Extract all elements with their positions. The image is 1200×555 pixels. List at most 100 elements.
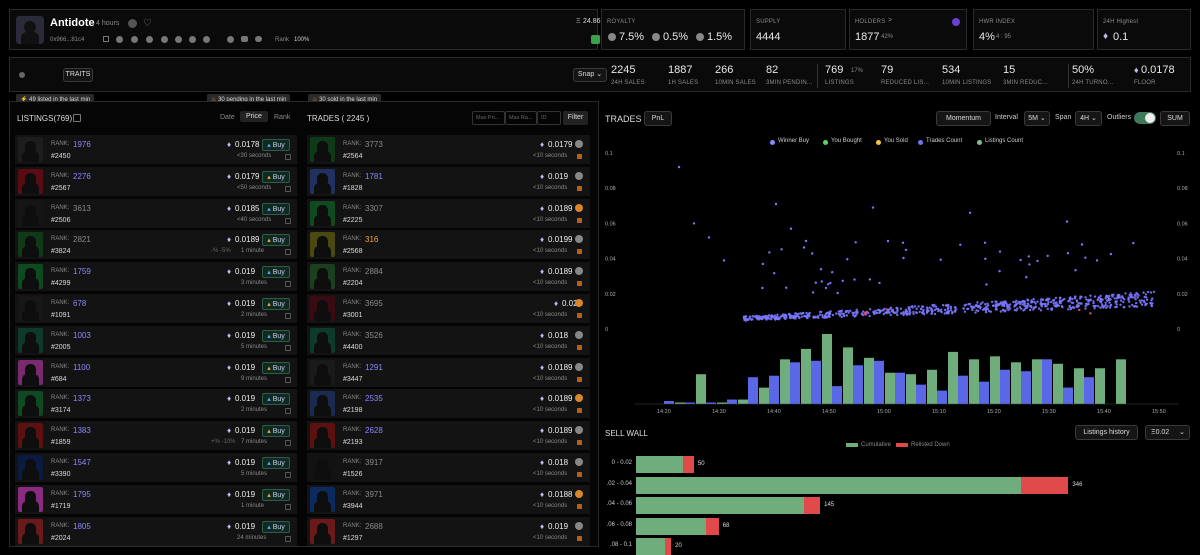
trade-row[interactable]: RANK: 3971 #3944 ♦ 0.0188 <10 seconds	[307, 484, 590, 514]
external-link-icon[interactable]	[285, 535, 291, 542]
listing-row[interactable]: RANK: 1976 #2450 ♦ 0.0178 <30 seconds ▴ Buy	[15, 135, 297, 164]
external-link-icon[interactable]	[285, 344, 291, 351]
sum-button[interactable]: SUM	[1160, 111, 1190, 126]
sort-date[interactable]: Date	[220, 114, 235, 121]
buy-button[interactable]: ▴ Buy	[262, 202, 290, 215]
buy-button[interactable]: ▴ Buy	[262, 298, 290, 310]
refresh-icon[interactable]	[591, 35, 600, 44]
external-link-icon[interactable]	[285, 249, 291, 256]
nft-thumbnail[interactable]	[18, 264, 43, 290]
nft-thumbnail[interactable]	[310, 455, 335, 480]
trade-row[interactable]: RANK: 316 #2568 ♦ 0.0199 <10 seconds	[307, 230, 590, 260]
buy-button[interactable]: ▴ Buy	[262, 329, 290, 342]
menu-dot-icon[interactable]	[19, 72, 25, 78]
id-input[interactable]: ID	[537, 111, 561, 125]
external-link-icon[interactable]	[285, 313, 291, 319]
external-link-icon[interactable]	[285, 154, 291, 160]
buy-button[interactable]: ▴ Buy	[262, 170, 290, 183]
nft-thumbnail[interactable]	[18, 359, 43, 385]
buy-button[interactable]: ▴ Buy	[262, 361, 290, 374]
nft-thumbnail[interactable]	[18, 518, 43, 544]
copy-icon[interactable]	[103, 36, 109, 42]
listing-row[interactable]: RANK: 678 #1091 ♦ 0.019 2 minutes ▴ Buy	[15, 294, 297, 323]
nft-thumbnail[interactable]	[310, 200, 335, 226]
nft-thumbnail[interactable]	[18, 391, 43, 417]
listing-row[interactable]: RANK: 3613 #2506 ♦ 0.0185 <40 seconds ▴ Buy	[15, 198, 297, 228]
buy-button[interactable]: ▴ Buy	[262, 457, 290, 469]
etherscan-icon[interactable]	[189, 36, 196, 43]
buy-button[interactable]: ▴ Buy	[262, 425, 290, 438]
listings-history-button[interactable]: Listings history	[1075, 425, 1138, 440]
listing-row[interactable]: RANK: 1547 #3390 ♦ 0.019 5 minutes ▴ Buy	[15, 453, 297, 482]
listing-row[interactable]: RANK: 1373 #3174 ♦ 0.019 2 minutes ▴ Buy	[15, 389, 297, 419]
listings-checkbox[interactable]	[73, 114, 81, 122]
external-link-icon[interactable]	[285, 185, 291, 192]
external-link-icon[interactable]	[285, 440, 291, 447]
filter-button[interactable]: Filter	[563, 111, 588, 125]
opensea-icon[interactable]	[116, 36, 123, 43]
listing-row[interactable]: RANK: 1003 #2005 ♦ 0.019 5 minutes ▴ Buy	[15, 325, 297, 355]
trade-row[interactable]: RANK: 2884 #2204 ♦ 0.0189 <10 seconds	[307, 262, 590, 292]
trade-row[interactable]: RANK: 1291 #3447 ♦ 0.0189 <10 seconds	[307, 357, 590, 387]
trade-row[interactable]: RANK: 3773 #2564 ♦ 0.0179 <10 seconds	[307, 135, 590, 164]
nft-thumbnail[interactable]	[310, 327, 335, 353]
nft-thumbnail[interactable]	[18, 232, 43, 258]
nft-thumbnail[interactable]	[310, 423, 335, 449]
external-link-icon[interactable]	[285, 376, 291, 383]
eye-icon[interactable]	[128, 19, 137, 28]
looksrare-icon[interactable]	[146, 36, 153, 43]
external-link-icon[interactable]	[285, 503, 291, 510]
outliers-toggle[interactable]	[1134, 112, 1156, 124]
twitter-icon[interactable]	[255, 36, 262, 42]
listing-row[interactable]: RANK: 1383 #1859 ♦ 0.019 +% -10% 7 minutes ▴ Bu…	[15, 421, 297, 451]
momentum-button[interactable]: Momentum	[936, 111, 991, 126]
nft-thumbnail[interactable]	[310, 486, 335, 512]
nft-thumbnail[interactable]	[18, 486, 43, 512]
interval-select[interactable]: 5M ⌄	[1024, 111, 1050, 126]
buy-button[interactable]: ▴ Buy	[262, 488, 290, 501]
trade-row[interactable]: RANK: 2628 #2193 ♦ 0.0189 <10 seconds	[307, 421, 590, 451]
nft-thumbnail[interactable]	[310, 391, 335, 417]
trade-row[interactable]: RANK: 2688 #1297 ♦ 0.019 <10 seconds	[307, 516, 590, 546]
listing-row[interactable]: RANK: 1805 #2024 ♦ 0.019 24 minutes ▴ Buy	[15, 516, 297, 546]
nft-thumbnail[interactable]	[18, 327, 43, 353]
discord-icon[interactable]	[227, 36, 234, 43]
sort-rank[interactable]: Rank	[274, 114, 291, 121]
heart-icon[interactable]: ♡	[143, 18, 152, 29]
buy-button[interactable]: ▴ Buy	[262, 520, 290, 533]
nft-thumbnail[interactable]	[18, 200, 43, 226]
external-link-icon[interactable]	[285, 408, 291, 415]
nft-thumbnail[interactable]	[18, 168, 43, 194]
buy-button[interactable]: ▴ Buy	[262, 234, 290, 247]
listing-row[interactable]: RANK: 2276 #2567 ♦ 0.0179 <50 seconds ▴ Buy	[15, 166, 297, 196]
trade-row[interactable]: RANK: 3307 #2225 ♦ 0.0189 <10 seconds	[307, 198, 590, 228]
nft-thumbnail[interactable]	[310, 264, 335, 290]
globe-icon[interactable]	[203, 36, 210, 43]
external-link-icon[interactable]	[285, 217, 291, 224]
nft-thumbnail[interactable]	[310, 137, 335, 162]
trade-row[interactable]: RANK: 3917 #1526 ♦ 0.018 <10 seconds	[307, 453, 590, 482]
buy-button[interactable]: ▴ Buy	[262, 139, 290, 151]
holders-box[interactable]: HOLDERS > 1877 42%	[849, 9, 967, 50]
trade-row[interactable]: RANK: 2535 #2198 ♦ 0.0189 <10 seconds	[307, 389, 590, 419]
listing-row[interactable]: RANK: 1100 #684 ♦ 0.019 9 minutes ▴ Buy	[15, 357, 297, 387]
listing-row[interactable]: RANK: 1759 #4299 ♦ 0.019 3 minutes ▴ Buy	[15, 262, 297, 292]
traits-button[interactable]: TRAITS	[63, 68, 93, 82]
nft-thumbnail[interactable]	[18, 423, 43, 449]
span-select[interactable]: 4H ⌄	[1075, 111, 1102, 126]
sort-price[interactable]: Price	[240, 111, 268, 122]
nft-thumbnail[interactable]	[310, 296, 335, 321]
nft-thumbnail[interactable]	[310, 518, 335, 544]
gem-icon[interactable]	[175, 36, 182, 43]
max-rank-input[interactable]: Max Ra...	[505, 111, 537, 125]
nft-thumbnail[interactable]	[310, 232, 335, 258]
nft-thumbnail[interactable]	[18, 137, 43, 162]
trade-row[interactable]: RANK: 3526 #4400 ♦ 0.018 <10 seconds	[307, 325, 590, 355]
listing-row[interactable]: RANK: 1795 #1719 ♦ 0.019 1 minute ▴ Buy	[15, 484, 297, 514]
nft-thumbnail[interactable]	[18, 455, 43, 480]
nft-thumbnail[interactable]	[18, 296, 43, 321]
step-select[interactable]: Ξ0.02 ⌄	[1145, 425, 1190, 440]
max-price-input[interactable]: Max Pri...	[472, 111, 505, 125]
x2y2-icon[interactable]	[161, 36, 168, 43]
pnl-button[interactable]: PnL	[644, 111, 672, 126]
